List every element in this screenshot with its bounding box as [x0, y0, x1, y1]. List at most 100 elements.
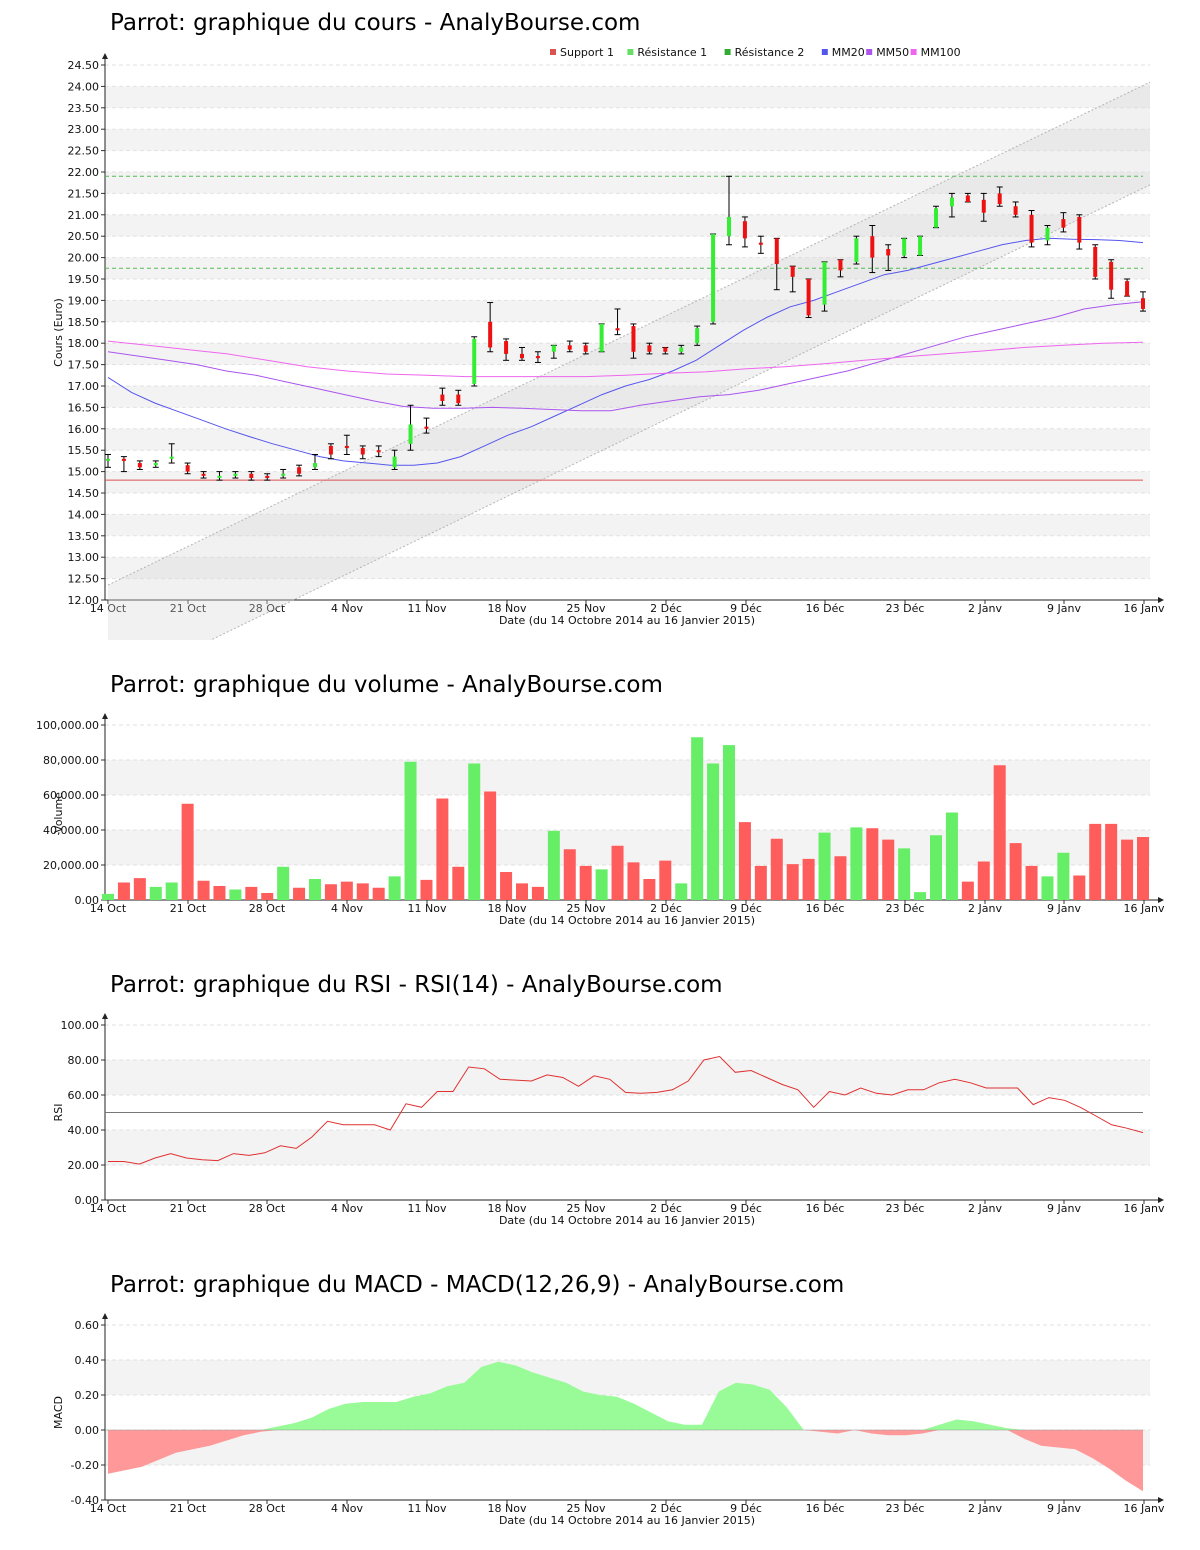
y-axis-label: RSI — [52, 1104, 65, 1122]
x-tick-label: 9 Déc — [730, 902, 762, 915]
candle-body — [297, 467, 302, 474]
y-tick-label: 0.00 — [75, 894, 100, 907]
x-tick-label: 4 Nov — [331, 1502, 363, 1515]
volume-bar — [1041, 876, 1054, 900]
candle-body — [790, 266, 795, 277]
candle-body — [902, 238, 907, 256]
y-axis-label: MACD — [52, 1396, 65, 1429]
candle-body — [647, 345, 652, 352]
candle-body — [1029, 214, 1034, 243]
candle-body — [822, 261, 827, 305]
volume-bar — [723, 745, 735, 900]
candle-body — [806, 279, 811, 316]
x-axis-arrow — [1158, 1197, 1164, 1203]
y-tick-label: 14.00 — [68, 508, 100, 521]
x-tick-label: 16 Déc — [806, 602, 845, 615]
volume-bar — [611, 845, 624, 900]
y-tick-label: 24.00 — [68, 80, 100, 93]
legend-label: MM50 — [876, 46, 909, 59]
rsi-chart: 0.00 20.00 40.00 60.00 80.00 100.00 14 Oct 21 O… — [52, 1013, 1165, 1227]
y-tick-label: 19.50 — [68, 273, 100, 286]
x-tick-label: 18 Nov — [488, 602, 527, 615]
candle-body — [169, 456, 174, 459]
macd-chart-title: Parrot: graphique du MACD - MACD(12,26,9… — [110, 1272, 845, 1298]
y-axis-arrow — [102, 53, 108, 59]
legend-label: MM20 — [832, 46, 865, 59]
candle-body — [711, 234, 716, 322]
volume-bar — [372, 887, 385, 900]
macd-positive-area — [108, 1361, 1143, 1430]
candle-body — [742, 221, 747, 239]
grid-band — [105, 386, 1150, 408]
y-tick-label: 20,000.00 — [43, 859, 99, 872]
candle-body — [233, 473, 238, 476]
volume-bar — [977, 861, 990, 900]
candle-body — [313, 463, 317, 468]
x-tick-label: 11 Nov — [408, 602, 447, 615]
legend-swatch — [910, 49, 917, 55]
x-tick-label: 9 Janv — [1047, 602, 1081, 615]
y-tick-label: 16.50 — [68, 401, 100, 414]
volume-bar — [770, 838, 783, 900]
grid-band — [105, 86, 1150, 108]
candle-body — [504, 341, 509, 354]
candle-body — [774, 238, 779, 265]
volume-bar — [133, 878, 146, 900]
candle-body — [249, 473, 254, 479]
candle-body — [1045, 227, 1050, 241]
x-tick-label: 21 Oct — [170, 602, 207, 615]
candle-body — [520, 353, 524, 359]
candle-body — [965, 195, 970, 202]
candle-body — [392, 456, 397, 468]
x-tick-label: 23 Déc — [886, 602, 925, 615]
volume-bar — [356, 883, 369, 900]
x-tick-label: 14 Oct — [90, 602, 127, 615]
x-tick-label: 16 Déc — [806, 1502, 845, 1515]
x-tick-label: 2 Janv — [968, 1502, 1002, 1515]
x-axis-label: Date (du 14 Octobre 2014 au 16 Janvier 2… — [499, 614, 755, 627]
volume-bar — [1073, 875, 1086, 900]
y-tick-label: 13.00 — [68, 551, 100, 564]
x-tick-label: 2 Janv — [968, 902, 1002, 915]
macd-chart-panel: Parrot: graphique du MACD - MACD(12,26,9… — [0, 1260, 1200, 1550]
ma-line-mm50 — [107, 301, 1144, 412]
volume-bar — [993, 765, 1006, 900]
x-tick-label: 16 Janv — [1124, 902, 1165, 915]
price-chart-panel: Parrot: graphique du cours - AnalyBourse… — [0, 0, 1200, 640]
x-tick-label: 23 Déc — [886, 902, 925, 915]
macd-chart: -0.40 -0.20 0.00 0.20 0.40 0.60 14 Oct 21 Oct 28… — [52, 1313, 1165, 1527]
volume-bar — [866, 828, 879, 900]
y-tick-label: 60.00 — [68, 1089, 100, 1102]
volume-bar — [484, 791, 497, 900]
candle-body — [1013, 206, 1018, 215]
legend-label: Résistance 2 — [735, 46, 805, 59]
candle-body — [615, 328, 620, 331]
x-tick-label: 2 Déc — [650, 1202, 682, 1215]
x-tick-label: 18 Nov — [488, 902, 527, 915]
candle-body — [997, 193, 1002, 205]
legend-swatch — [724, 49, 731, 55]
y-tick-label: 60,000.00 — [43, 789, 99, 802]
x-tick-label: 9 Janv — [1047, 1202, 1081, 1215]
volume-bar — [213, 886, 226, 900]
y-tick-label: 17.00 — [68, 380, 100, 393]
grid-band — [105, 1060, 1150, 1095]
x-tick-label: 18 Nov — [488, 1502, 527, 1515]
rsi-line — [108, 1055, 1144, 1165]
y-tick-label: 18.50 — [68, 316, 100, 329]
y-axis-label: Cours (Euro) — [52, 298, 65, 367]
y-tick-label: 21.50 — [68, 187, 100, 200]
candle-body — [424, 426, 429, 429]
y-tick-label: -0.40 — [71, 1494, 99, 1507]
candle-body — [217, 475, 222, 478]
volume-bar — [643, 879, 656, 900]
ma-line-mm100 — [107, 340, 1144, 378]
volume-bar — [102, 893, 114, 900]
volume-chart-title: Parrot: graphique du volume - AnalyBours… — [110, 672, 663, 698]
candle-body — [679, 347, 684, 352]
candle-body — [631, 326, 636, 352]
ma-line-mm20 — [107, 237, 1144, 466]
y-tick-label: 0.20 — [75, 1389, 100, 1402]
grid-band — [105, 172, 1150, 194]
y-tick-label: 18.00 — [68, 337, 100, 350]
